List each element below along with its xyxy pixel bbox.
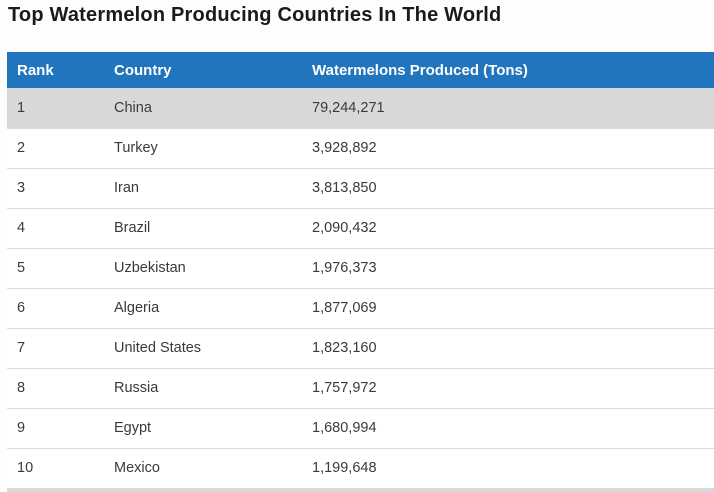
rank-cell: 1 bbox=[7, 88, 104, 129]
country-cell: Iran bbox=[104, 168, 302, 209]
rank-cell: 6 bbox=[7, 288, 104, 329]
rank-cell: 5 bbox=[7, 248, 104, 289]
country-cell: Egypt bbox=[104, 408, 302, 449]
country-cell: Mexico bbox=[104, 448, 302, 489]
country-cell: Algeria bbox=[104, 288, 302, 329]
tons-cell: 3,813,850 bbox=[302, 168, 714, 209]
country-cell: Uzbekistan bbox=[104, 248, 302, 289]
table-row: 7 United States 1,823,160 bbox=[7, 328, 714, 369]
rank-cell: 3 bbox=[7, 168, 104, 209]
table-row: 3 Iran 3,813,850 bbox=[7, 168, 714, 209]
rank-cell: 2 bbox=[7, 128, 104, 169]
tons-cell: 1,680,994 bbox=[302, 408, 714, 449]
table-row: 2 Turkey 3,928,892 bbox=[7, 128, 714, 169]
table-row: 1 China 79,244,271 bbox=[7, 88, 714, 129]
country-cell: Turkey bbox=[104, 128, 302, 169]
rank-cell: 9 bbox=[7, 408, 104, 449]
tons-cell: 3,928,892 bbox=[302, 128, 714, 169]
column-header-country: Country bbox=[104, 52, 302, 88]
tons-cell: 2,090,432 bbox=[302, 208, 714, 249]
rank-cell: 4 bbox=[7, 208, 104, 249]
table-row: 9 Egypt 1,680,994 bbox=[7, 408, 714, 449]
table-header-row: Rank Country Watermelons Produced (Tons) bbox=[7, 52, 714, 88]
country-cell: China bbox=[104, 88, 302, 129]
tons-cell: 1,976,373 bbox=[302, 248, 714, 289]
rank-cell: 8 bbox=[7, 368, 104, 409]
tons-cell: 1,199,648 bbox=[302, 448, 714, 489]
country-cell: United States bbox=[104, 328, 302, 369]
page-title: Top Watermelon Producing Countries In Th… bbox=[8, 4, 502, 26]
tons-cell: 1,823,160 bbox=[302, 328, 714, 369]
partial-next-row bbox=[7, 488, 714, 492]
table-row: 4 Brazil 2,090,432 bbox=[7, 208, 714, 249]
countries-table: Rank Country Watermelons Produced (Tons)… bbox=[7, 52, 714, 489]
table-row: 8 Russia 1,757,972 bbox=[7, 368, 714, 409]
column-header-tons: Watermelons Produced (Tons) bbox=[302, 52, 714, 88]
column-header-rank: Rank bbox=[7, 52, 104, 88]
tons-cell: 1,757,972 bbox=[302, 368, 714, 409]
country-cell: Russia bbox=[104, 368, 302, 409]
tons-cell: 1,877,069 bbox=[302, 288, 714, 329]
rank-cell: 7 bbox=[7, 328, 104, 369]
table-row: 6 Algeria 1,877,069 bbox=[7, 288, 714, 329]
rank-cell: 10 bbox=[7, 448, 104, 489]
tons-cell: 79,244,271 bbox=[302, 88, 714, 129]
table-row: 10 Mexico 1,199,648 bbox=[7, 448, 714, 489]
country-cell: Brazil bbox=[104, 208, 302, 249]
table-row: 5 Uzbekistan 1,976,373 bbox=[7, 248, 714, 289]
